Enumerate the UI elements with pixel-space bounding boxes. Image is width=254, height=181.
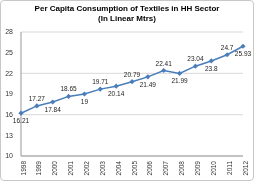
svg-text:2006: 2006 [146, 161, 153, 176]
svg-text:2007: 2007 [162, 161, 169, 176]
svg-text:2005: 2005 [131, 161, 138, 176]
svg-text:2004: 2004 [115, 161, 122, 176]
svg-text:24.7: 24.7 [221, 44, 234, 51]
svg-text:16.21: 16.21 [13, 117, 30, 124]
html-text:(In Linear Mtrs): (In Linear Mtrs) [98, 14, 156, 23]
svg-text:10: 10 [8, 152, 13, 159]
svg-text:2009: 2009 [194, 161, 201, 176]
svg-text:17.84: 17.84 [45, 106, 62, 113]
html-text:Per Capita Consumption of Text: Per Capita Consumption of Textiles in HH… [34, 4, 220, 13]
svg-text:23.8: 23.8 [205, 65, 218, 72]
svg-text:19.71: 19.71 [92, 78, 109, 85]
svg-text:13: 13 [8, 132, 13, 139]
svg-text:21.99: 21.99 [171, 77, 188, 84]
svg-text:22.41: 22.41 [156, 60, 173, 67]
svg-text:2001: 2001 [67, 161, 74, 176]
svg-text:1998: 1998 [20, 161, 27, 176]
svg-text:1999: 1999 [35, 161, 42, 176]
svg-text:25.93: 25.93 [235, 50, 246, 57]
svg-text:21.49: 21.49 [140, 81, 157, 88]
svg-text:19: 19 [8, 90, 13, 97]
svg-text:2002: 2002 [83, 161, 90, 176]
svg-text:19: 19 [81, 98, 89, 105]
svg-text:23.04: 23.04 [187, 55, 204, 62]
svg-text:20.14: 20.14 [108, 90, 125, 97]
svg-text:28: 28 [8, 28, 13, 35]
svg-text:2008: 2008 [178, 161, 185, 176]
svg-text:20.79: 20.79 [124, 71, 141, 78]
svg-text:2012: 2012 [242, 161, 246, 176]
svg-text:2010: 2010 [210, 161, 217, 176]
svg-text:2000: 2000 [51, 161, 58, 176]
svg-text:2003: 2003 [99, 161, 106, 176]
svg-text:25: 25 [8, 49, 13, 56]
svg-text:22: 22 [8, 70, 13, 77]
svg-text:2011: 2011 [226, 161, 233, 175]
svg-text:18.65: 18.65 [60, 85, 77, 92]
svg-text:17.27: 17.27 [29, 95, 46, 102]
